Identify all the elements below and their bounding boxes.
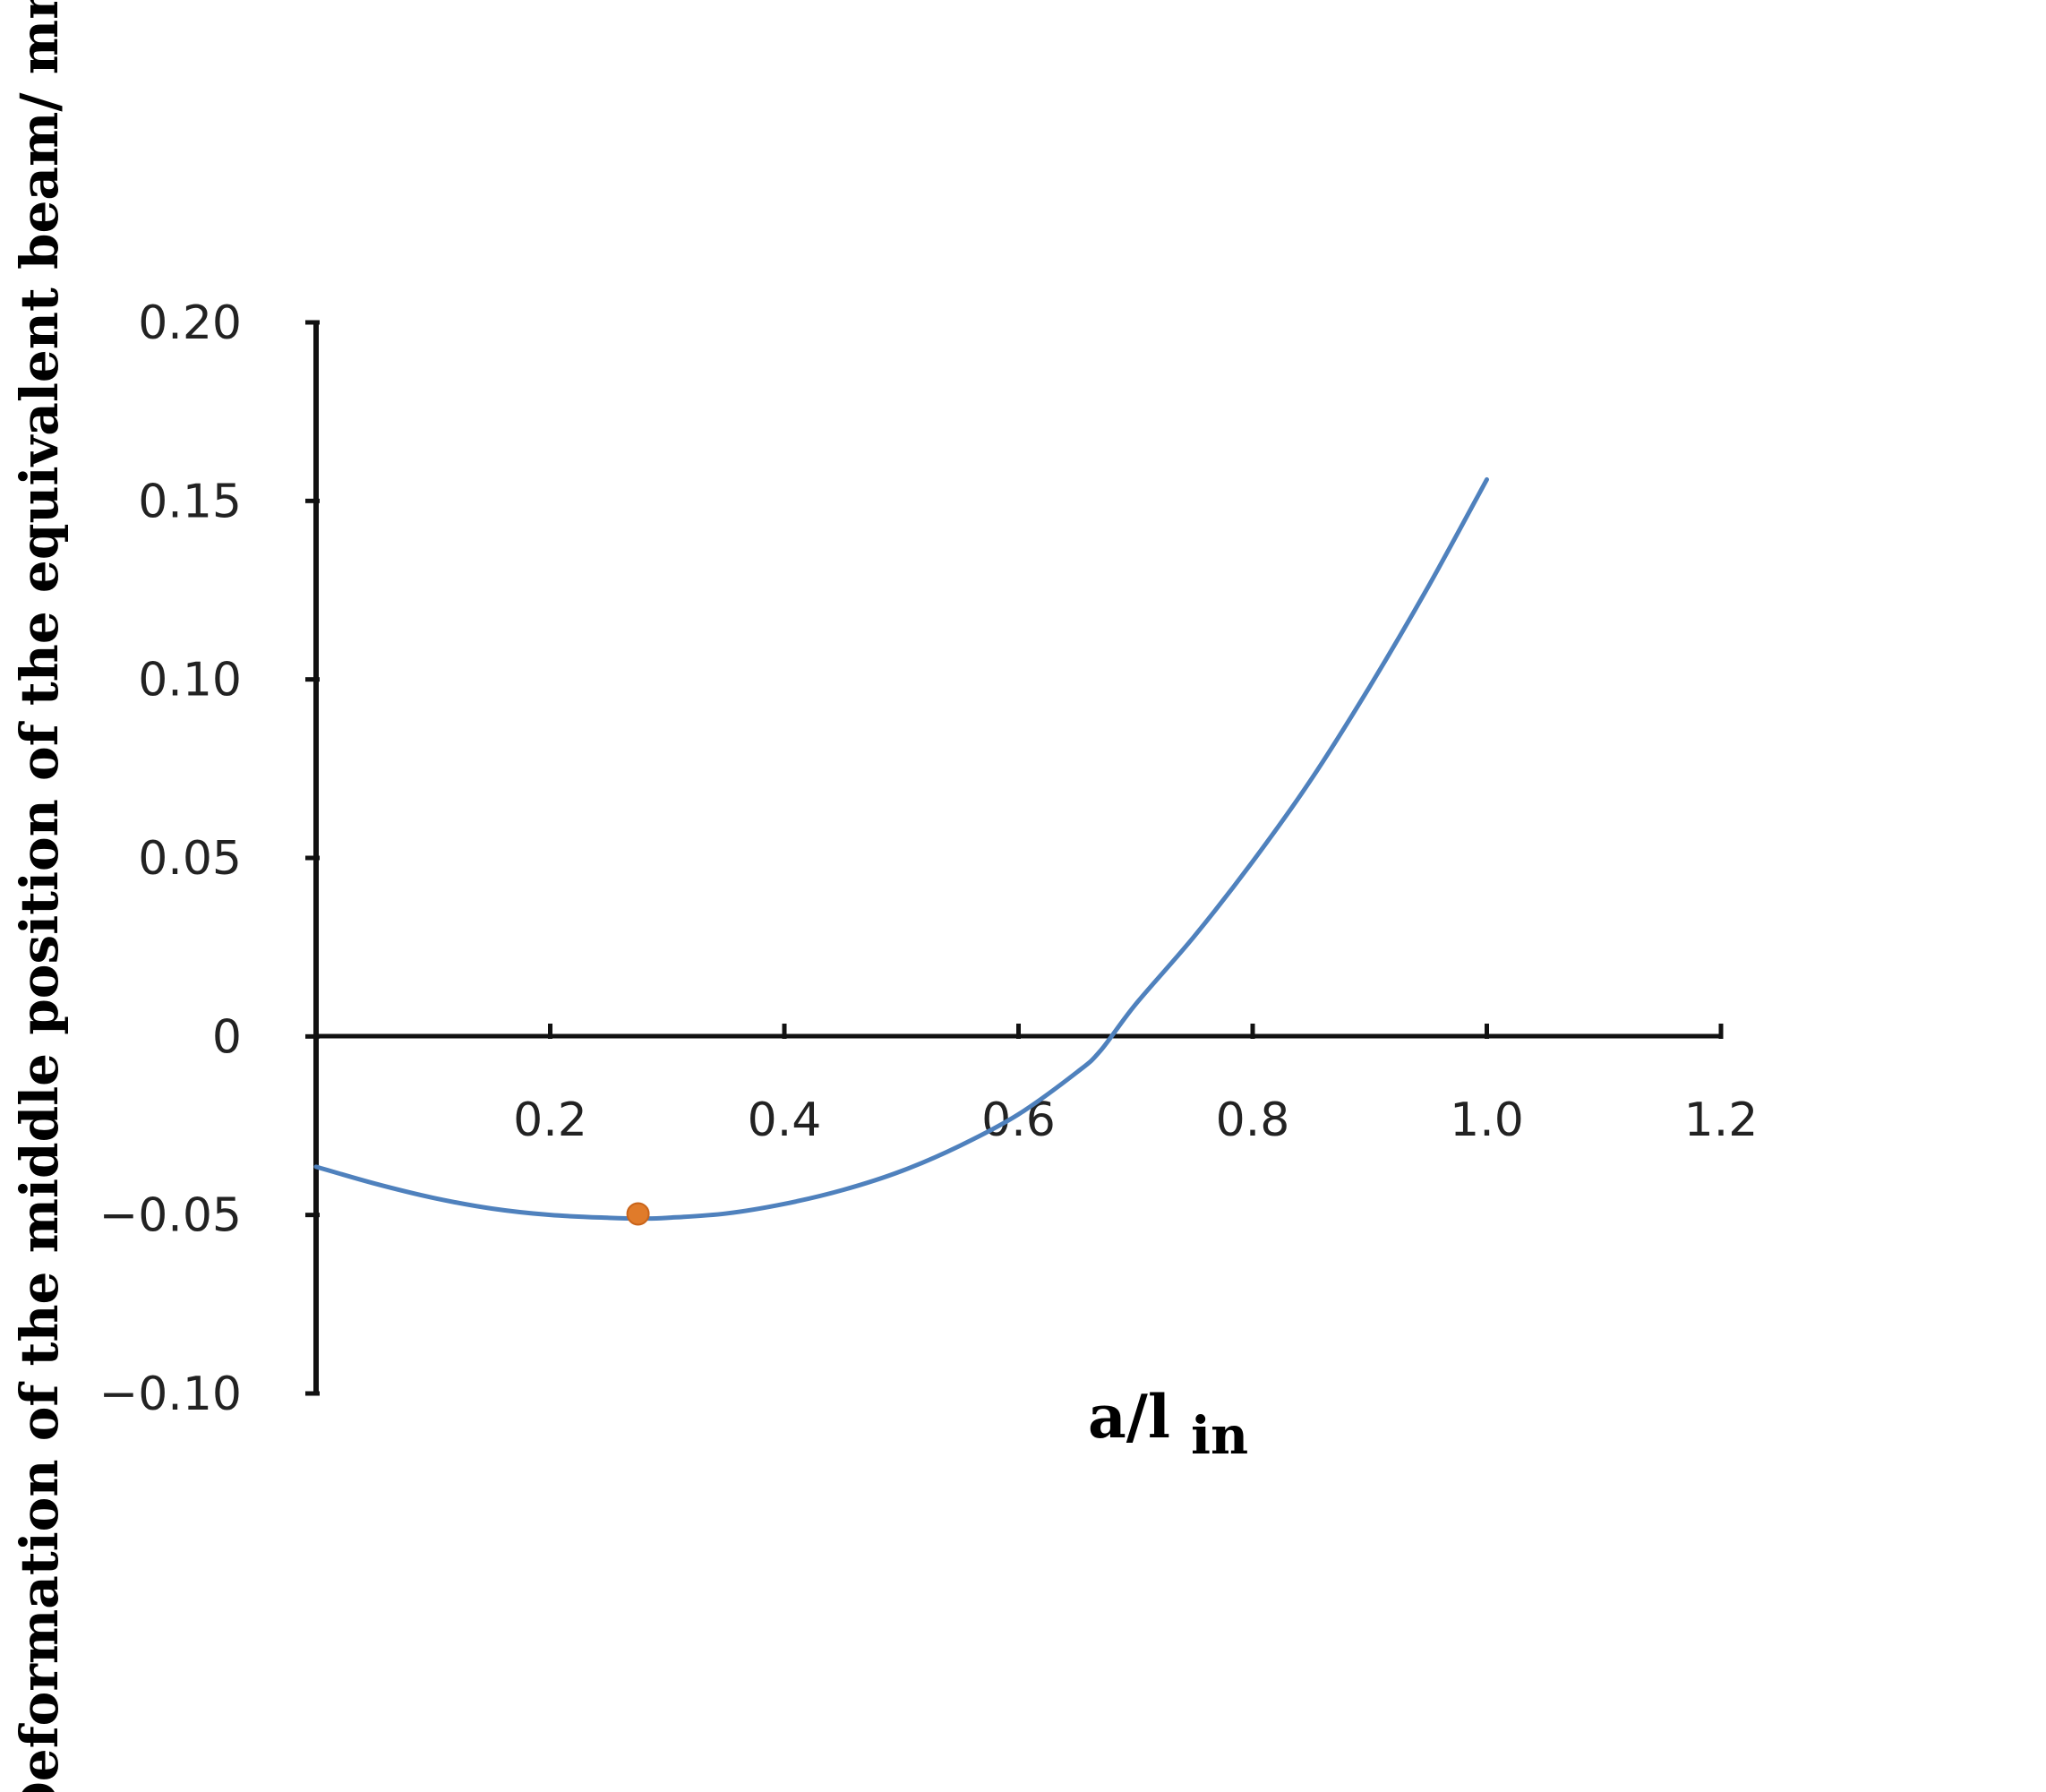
y-tick-label: −0.10 (99, 1368, 242, 1421)
x-axis-title-subscript: in (1191, 1405, 1248, 1466)
x-tick-label: 1.0 (1450, 1093, 1524, 1147)
x-axis-title-main: a/l (1088, 1382, 1170, 1452)
x-tick-label: 1.2 (1684, 1093, 1759, 1147)
x-tick-label: 0.6 (981, 1093, 1056, 1147)
y-tick-label: 0.05 (138, 832, 242, 886)
x-axis-title: a/l in (1088, 1382, 1248, 1466)
y-tick-label: 0.15 (138, 475, 242, 528)
x-tick-label: 0.2 (513, 1093, 587, 1147)
x-tick-label: 0.4 (748, 1093, 822, 1147)
y-tick-label: 0.10 (138, 654, 242, 707)
minimum-point-marker (626, 1202, 650, 1226)
y-tick-label: 0.20 (138, 296, 242, 350)
x-tick-label: 0.8 (1216, 1093, 1290, 1147)
axes (313, 322, 1721, 1393)
series-line-0 (313, 476, 1489, 1222)
y-tick-label: −0.05 (99, 1189, 242, 1243)
ticks: 0.20 0.15 0.10 0.05 0 −0.05 −0.10 0.2 0.4 0.6 0.8 1… (99, 296, 1759, 1421)
y-axis-title: Deformation of the middle position of th… (9, 0, 70, 1792)
y-tick-label: 0 (212, 1010, 242, 1064)
series (313, 476, 1489, 1226)
axis-labels: a/l in Deformation of the middle positio… (9, 0, 1248, 1792)
